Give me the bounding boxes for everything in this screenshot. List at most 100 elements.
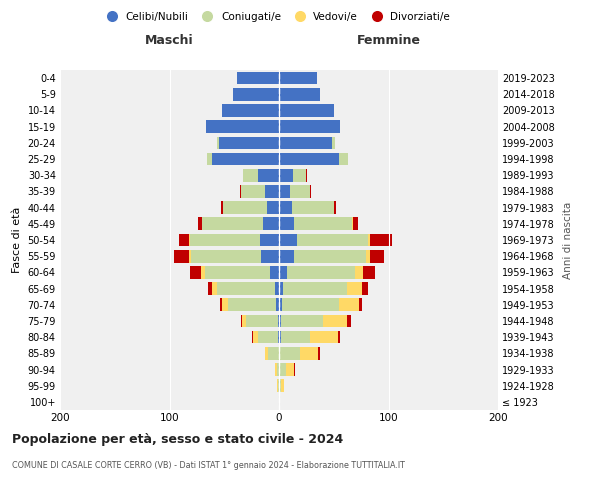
Bar bbox=[241, 185, 279, 198]
Bar bbox=[279, 234, 296, 246]
Bar bbox=[278, 314, 279, 328]
Bar bbox=[279, 282, 347, 295]
Bar bbox=[265, 347, 279, 360]
Bar bbox=[233, 88, 279, 101]
Bar bbox=[207, 152, 279, 166]
Bar bbox=[279, 347, 280, 360]
Bar bbox=[279, 250, 370, 262]
Bar bbox=[279, 88, 320, 101]
Bar bbox=[207, 152, 279, 166]
Bar bbox=[279, 88, 320, 101]
Bar bbox=[174, 250, 279, 262]
Bar bbox=[279, 396, 280, 408]
Bar bbox=[279, 136, 335, 149]
Bar bbox=[239, 185, 279, 198]
Bar bbox=[279, 380, 281, 392]
Bar bbox=[279, 266, 376, 278]
Bar bbox=[279, 218, 358, 230]
Bar bbox=[279, 120, 340, 133]
Bar bbox=[279, 331, 338, 344]
Bar bbox=[279, 152, 348, 166]
Bar bbox=[279, 298, 339, 311]
Bar bbox=[262, 250, 279, 262]
Bar bbox=[208, 282, 279, 295]
Bar bbox=[202, 218, 279, 230]
Bar bbox=[279, 218, 352, 230]
Bar bbox=[279, 202, 334, 214]
Bar bbox=[279, 72, 317, 85]
Bar bbox=[279, 331, 310, 344]
Bar bbox=[279, 380, 284, 392]
Bar bbox=[212, 152, 279, 166]
Bar bbox=[279, 331, 340, 344]
Bar bbox=[222, 104, 279, 117]
Bar bbox=[279, 234, 392, 246]
Bar bbox=[279, 298, 362, 311]
Bar bbox=[279, 120, 340, 133]
Bar bbox=[279, 347, 319, 360]
Bar bbox=[277, 363, 279, 376]
Bar bbox=[212, 282, 279, 295]
Bar bbox=[217, 282, 279, 295]
Bar bbox=[275, 363, 279, 376]
Bar bbox=[206, 120, 279, 133]
Bar bbox=[279, 234, 370, 246]
Bar bbox=[233, 88, 279, 101]
Bar bbox=[279, 72, 317, 85]
Bar bbox=[246, 314, 279, 328]
Text: Maschi: Maschi bbox=[145, 34, 194, 48]
Bar bbox=[189, 234, 279, 246]
Bar bbox=[279, 136, 335, 149]
Bar bbox=[279, 234, 368, 246]
Bar bbox=[279, 104, 334, 117]
Bar bbox=[279, 120, 340, 133]
Bar bbox=[179, 234, 279, 246]
Bar bbox=[238, 72, 279, 85]
Bar bbox=[275, 282, 279, 295]
Bar bbox=[279, 72, 317, 85]
Bar bbox=[279, 136, 332, 149]
Bar bbox=[279, 266, 287, 278]
Bar bbox=[198, 218, 279, 230]
Bar bbox=[279, 88, 320, 101]
Bar bbox=[190, 266, 279, 278]
Bar bbox=[279, 136, 335, 149]
Bar bbox=[279, 282, 283, 295]
Bar bbox=[279, 347, 300, 360]
Bar bbox=[279, 185, 311, 198]
Bar bbox=[217, 136, 279, 149]
Bar bbox=[202, 218, 279, 230]
Bar bbox=[260, 234, 279, 246]
Bar bbox=[279, 282, 362, 295]
Bar bbox=[251, 331, 279, 344]
Y-axis label: Fasce di età: Fasce di età bbox=[12, 207, 22, 273]
Bar bbox=[279, 202, 334, 214]
Bar bbox=[222, 104, 279, 117]
Bar bbox=[279, 266, 355, 278]
Bar bbox=[279, 72, 317, 85]
Bar bbox=[279, 282, 368, 295]
Bar bbox=[242, 314, 279, 328]
Bar bbox=[279, 169, 307, 181]
Bar bbox=[233, 88, 279, 101]
Bar bbox=[279, 266, 364, 278]
Text: Femmine: Femmine bbox=[356, 34, 421, 48]
Bar bbox=[190, 234, 279, 246]
Bar bbox=[270, 266, 279, 278]
Bar bbox=[258, 169, 279, 181]
Bar bbox=[233, 88, 279, 101]
Bar bbox=[279, 120, 340, 133]
Bar bbox=[277, 380, 279, 392]
Bar bbox=[191, 250, 279, 262]
Bar bbox=[279, 298, 282, 311]
Y-axis label: Anni di nascita: Anni di nascita bbox=[563, 202, 574, 278]
Bar bbox=[206, 120, 279, 133]
Bar bbox=[227, 298, 279, 311]
Bar bbox=[279, 152, 339, 166]
Bar bbox=[265, 185, 279, 198]
Bar bbox=[238, 72, 279, 85]
Bar bbox=[205, 266, 279, 278]
Bar bbox=[279, 380, 284, 392]
Bar bbox=[206, 120, 279, 133]
Bar bbox=[222, 298, 279, 311]
